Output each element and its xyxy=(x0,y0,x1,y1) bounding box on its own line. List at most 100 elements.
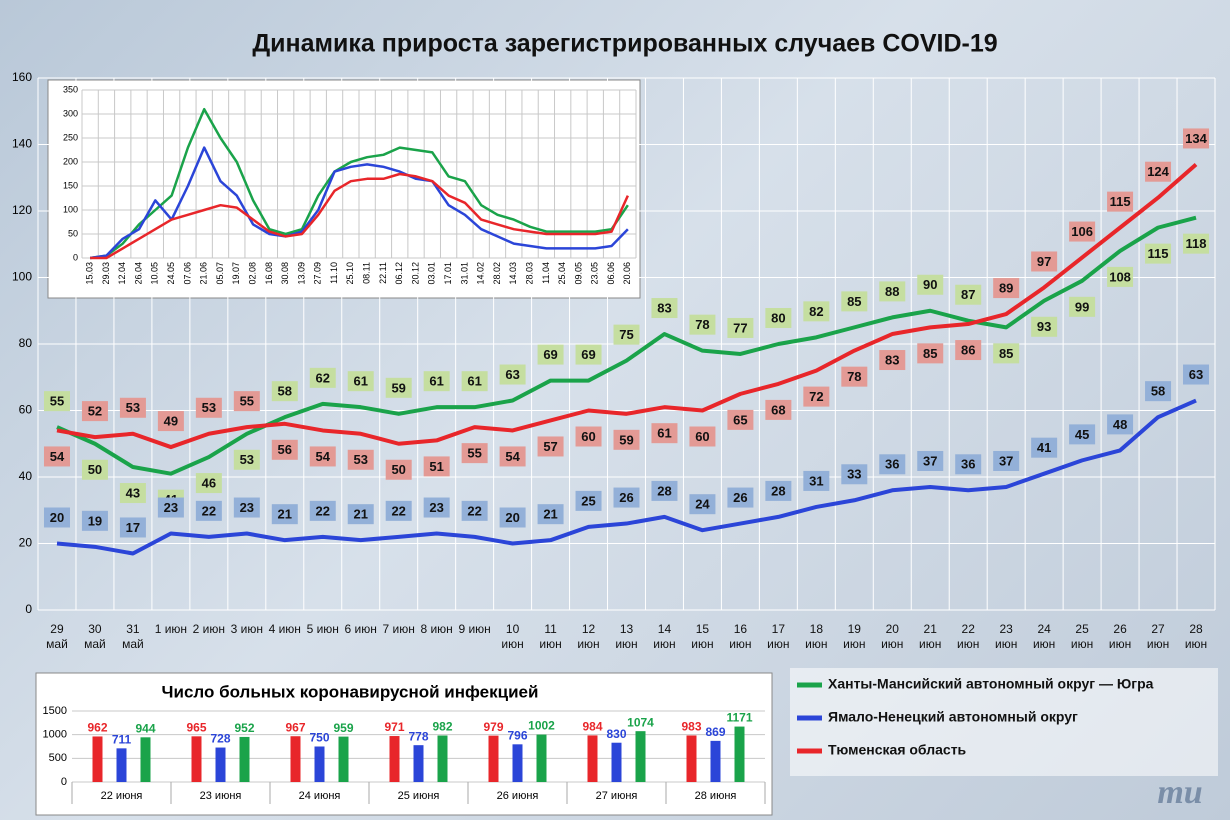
data-label: 77 xyxy=(733,320,747,335)
data-label: 78 xyxy=(847,369,861,384)
bar xyxy=(92,736,103,782)
data-label-box xyxy=(499,446,526,467)
data-label: 54 xyxy=(316,449,331,464)
data-label: 124 xyxy=(1147,164,1169,179)
data-label: 37 xyxy=(923,453,937,468)
bar xyxy=(734,726,745,782)
x-tick-label: 11.10 xyxy=(329,262,339,284)
y-tick-label: 0 xyxy=(73,252,78,262)
series-line xyxy=(89,107,629,260)
x-tick-label: 18 июн xyxy=(805,622,828,651)
data-label-box xyxy=(461,500,488,521)
data-label-box xyxy=(955,284,982,305)
x-tick-label: 23 июня xyxy=(200,790,242,802)
x-tick-label: 15 июн xyxy=(691,622,714,651)
x-tick-label: 3 июн xyxy=(230,622,263,636)
data-label-box xyxy=(879,454,906,475)
y-tick-label: 500 xyxy=(49,752,67,764)
bar xyxy=(338,736,349,782)
data-label: 23 xyxy=(240,500,254,515)
data-label-box xyxy=(499,364,526,385)
data-label-box xyxy=(347,504,374,525)
bar xyxy=(536,734,547,782)
data-label-box xyxy=(385,459,412,480)
data-label: 54 xyxy=(50,449,65,464)
data-label: 43 xyxy=(126,485,140,500)
bar-box xyxy=(35,672,773,816)
data-label: 60 xyxy=(695,429,709,444)
data-label-box xyxy=(271,504,298,525)
data-label-box xyxy=(613,429,640,450)
x-tick-label: 29.03 xyxy=(101,262,111,285)
x-tick-label: 24 июн xyxy=(1032,622,1056,651)
data-label: 83 xyxy=(657,300,671,315)
data-label: 89 xyxy=(999,281,1013,296)
y-tick-label: 300 xyxy=(63,108,78,118)
data-label-box xyxy=(499,507,526,528)
chart-title: Динамика прироста зарегистрированных слу… xyxy=(252,30,997,58)
y-tick-label: 20 xyxy=(19,536,33,550)
data-label-box xyxy=(803,386,830,407)
data-label-box xyxy=(879,281,906,302)
x-tick-label: 25 июня xyxy=(398,790,440,802)
x-tick-label: 31 май xyxy=(122,622,144,651)
data-label-box xyxy=(993,343,1020,364)
data-label: 93 xyxy=(1037,319,1051,334)
data-label: 19 xyxy=(88,513,102,528)
data-label-box xyxy=(613,324,640,345)
x-tick-label: 7 июн xyxy=(382,622,415,636)
data-label: 61 xyxy=(467,374,481,389)
data-label: 65 xyxy=(733,412,747,427)
bar xyxy=(488,735,499,782)
x-tick-label: 19.07 xyxy=(231,262,241,285)
x-tick-label: 24.05 xyxy=(166,262,176,285)
data-label-box xyxy=(385,500,412,521)
x-tick-label: 05.07 xyxy=(215,262,225,285)
x-tick-label: 28 июня xyxy=(695,790,737,802)
bar xyxy=(710,740,721,782)
x-tick-label: 21.06 xyxy=(199,262,209,285)
data-label: 967 xyxy=(285,720,305,734)
x-tick-label: 28.03 xyxy=(524,262,534,285)
data-label: 984 xyxy=(582,720,602,734)
y-tick-label: 140 xyxy=(12,137,32,151)
data-label: 63 xyxy=(505,367,519,382)
x-tick-label: 24 июня xyxy=(299,790,341,802)
data-label: 62 xyxy=(316,370,330,385)
data-label: 830 xyxy=(606,727,626,741)
data-label-box xyxy=(651,480,678,501)
data-label-box xyxy=(689,494,716,515)
data-label-box xyxy=(1145,381,1172,402)
data-label-box xyxy=(233,497,260,518)
data-label: 24 xyxy=(695,497,710,512)
data-label: 63 xyxy=(1189,367,1203,382)
data-label-box xyxy=(347,371,374,392)
data-label: 85 xyxy=(999,346,1013,361)
data-label: 60 xyxy=(581,429,595,444)
x-tick-label: 06.06 xyxy=(606,262,616,285)
data-label: 54 xyxy=(505,449,520,464)
data-label-box xyxy=(1107,414,1134,435)
data-label-box xyxy=(689,314,716,335)
data-label: 962 xyxy=(87,721,107,735)
series-line xyxy=(56,398,1197,556)
data-label: 778 xyxy=(408,729,428,743)
data-label-box xyxy=(309,446,336,467)
data-label-box xyxy=(1145,243,1172,264)
data-label-box xyxy=(1069,221,1096,242)
data-label: 55 xyxy=(240,394,254,409)
data-label-box xyxy=(423,497,450,518)
data-label-box xyxy=(993,278,1020,299)
data-label-box xyxy=(157,411,184,432)
data-label: 1074 xyxy=(627,715,654,729)
x-tick-label: 20 июн xyxy=(881,622,904,651)
x-tick-label: 27 июн xyxy=(1146,622,1170,651)
data-label-box xyxy=(917,343,944,364)
data-label-box xyxy=(461,371,488,392)
x-tick-label: 28.02 xyxy=(492,262,502,285)
data-label: 21 xyxy=(543,507,557,522)
y-tick-label: 150 xyxy=(63,180,78,190)
x-tick-label: 06.12 xyxy=(394,262,404,285)
data-label: 90 xyxy=(923,277,937,292)
data-label: 75 xyxy=(619,327,633,342)
